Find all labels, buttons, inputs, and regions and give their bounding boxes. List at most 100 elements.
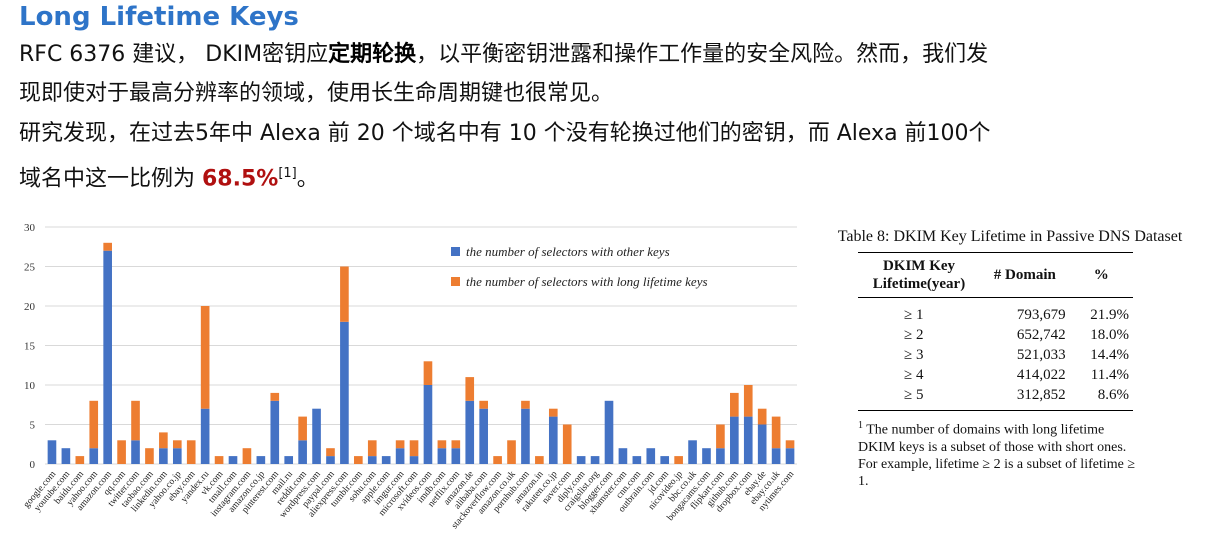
y-tick-label: 0 [30,459,36,471]
bar-long-lifetime [451,440,461,449]
bar-other-keys [298,440,307,464]
bar-other-keys [172,448,182,464]
paragraph-study: 研究发现，在过去5年中 Alexa 前 20 个域名中有 10 个没有轮换过他们… [19,121,991,146]
table-row: ≥ 2 652,742 18.0% [858,325,1133,345]
header-lifetime: DKIM Key Lifetime(year) [872,258,966,292]
bar-other-keys [590,456,600,464]
bar-long-lifetime [465,377,475,401]
grid-lines [45,226,797,465]
percent-cell: 8.6% [1097,387,1129,403]
bar-long-lifetime [340,266,349,322]
bar-long-lifetime [562,424,572,464]
ratio-percent: 68.5% [202,166,279,192]
bar-long-lifetime [159,432,168,449]
bar-long-lifetime [716,424,725,449]
bar-other-keys [47,440,57,464]
bar-other-keys [395,448,405,464]
bar-other-keys [89,448,99,464]
bar-long-lifetime [172,440,182,449]
bar-other-keys [618,448,628,464]
bar-long-lifetime [75,456,85,464]
bar-other-keys [326,456,335,464]
bar-other-keys [270,400,280,464]
paragraph-ratio: 域名中这一比例为 68.5%[1]。 [19,155,1199,198]
para4-text-a: 域名中这一比例为 [19,166,202,192]
bar-long-lifetime [548,408,558,417]
bar-other-keys [548,416,558,464]
table-body: ≥ 1 793,679 21.9% ≥ 2 652,742 18.0% ≥ 3 521,033… [858,298,1133,411]
bar-long-lifetime [145,448,154,464]
bar-long-lifetime [493,456,502,464]
bar-other-keys [159,448,168,464]
bar-other-keys [228,456,238,464]
bar-long-lifetime [298,416,307,441]
lifetime-cell: ≥ 1 [904,307,924,323]
bar-other-keys [200,408,210,464]
bar-long-lifetime [771,416,781,449]
bar-other-keys [688,440,697,464]
domain-count-cell: 793,679 [1016,307,1066,323]
bar-long-lifetime [674,456,683,464]
bar-long-lifetime [186,440,196,464]
bar-long-lifetime [354,456,363,464]
legend-swatch-other-keys [451,247,460,256]
bar-other-keys [340,321,349,464]
legend-label-long-lifetime: the number of selectors with long lifeti… [466,274,708,289]
lifetime-cell: ≥ 2 [904,327,924,343]
table-row: ≥ 4 414,022 11.4% [858,365,1133,385]
bar-long-lifetime [437,440,447,449]
bar-long-lifetime [103,242,112,251]
bar-other-keys [479,408,488,464]
bar-long-lifetime [214,456,224,464]
bar-other-keys [771,448,781,464]
domain-count-cell: 414,022 [1016,367,1066,383]
percent-cell: 18.0% [1090,327,1129,343]
para4-text-b: 。 [296,166,319,192]
y-tick-label: 30 [24,222,36,234]
bar-other-keys [312,408,321,464]
header-percent: % [1093,267,1109,283]
bar-other-keys [604,400,614,464]
bar-other-keys [437,448,447,464]
para1-emphasis: 定期轮换 [328,42,417,67]
domain-count-cell: 521,033 [1016,347,1066,363]
bar-other-keys [576,456,586,464]
bars [47,242,795,464]
bar-other-keys [743,416,753,464]
legend-label-other-keys: the number of selectors with other keys [466,244,670,259]
lifetime-cell: ≥ 5 [904,387,924,403]
table-row: ≥ 5 312,852 8.6% [858,385,1133,411]
bar-other-keys [409,456,419,464]
bar-long-lifetime [395,440,405,449]
y-tick-label: 15 [24,341,36,353]
citation-mark: [1] [278,166,297,181]
y-axis-ticks: 0 5 10 15 20 25 30 [24,222,36,471]
bar-other-keys [381,456,391,464]
bar-other-keys [131,440,140,464]
table-caption: Table 8: DKIM Key Lifetime in Passive DN… [837,228,1183,245]
bar-other-keys [465,400,475,464]
x-axis-ticks: google.comyoutube.combaidu.comyahoo.coma… [22,468,797,531]
bar-other-keys [423,385,433,464]
lifetime-cell: ≥ 4 [904,367,924,383]
bar-long-lifetime [757,408,767,425]
bar-other-keys [367,456,377,464]
bar-long-lifetime [326,448,335,457]
bar-long-lifetime [270,392,280,401]
bar-long-lifetime [117,440,126,464]
slide-title: Long Lifetime Keys [19,2,299,32]
table-row: ≥ 3 521,033 14.4% [858,345,1133,365]
lifetime-table: DKIM Key Lifetime(year) # Domain % ≥ 1 79… [858,252,1133,411]
bar-long-lifetime [200,306,210,409]
bar-other-keys [521,408,530,464]
percent-cell: 21.9% [1090,307,1129,323]
bar-long-lifetime [409,440,419,457]
y-tick-label: 25 [24,262,36,274]
table-footnote: 1 The number of domains with long lifeti… [858,417,1138,490]
bar-long-lifetime [785,440,795,449]
bar-other-keys [256,456,266,464]
bar-other-keys [785,448,795,464]
bar-other-keys [632,456,642,464]
bar-long-lifetime [367,440,377,457]
bar-long-lifetime [242,448,252,464]
